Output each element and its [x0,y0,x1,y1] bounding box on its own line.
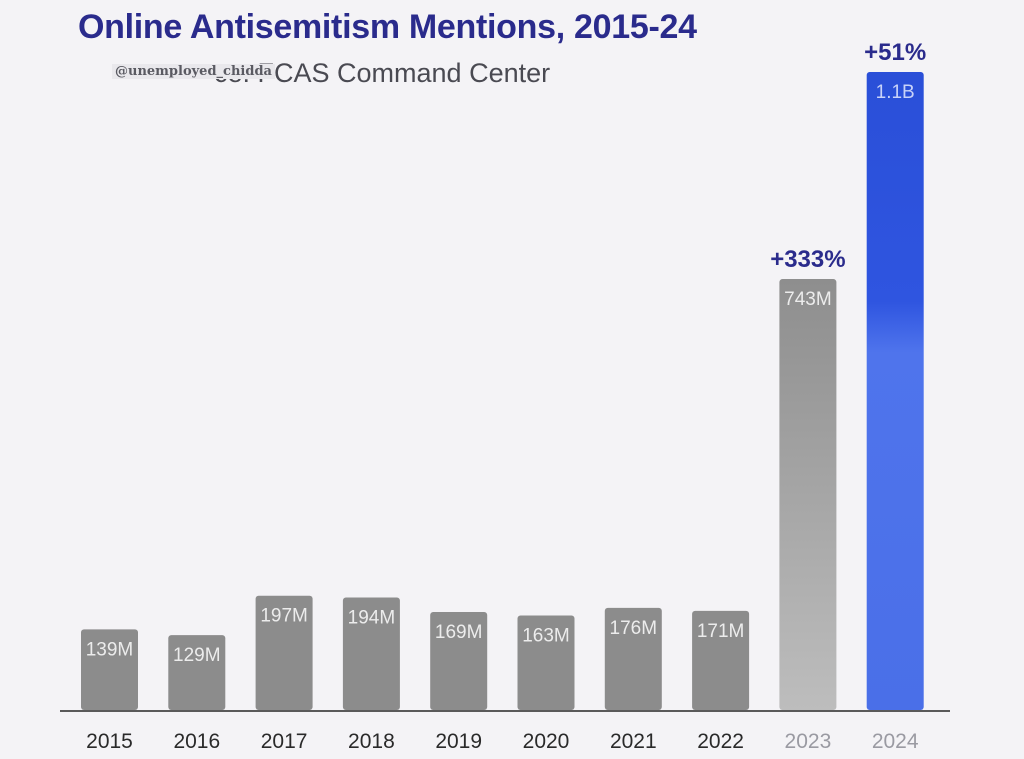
x-tick-label-2016: 2016 [173,730,220,753]
bar-2016 [168,635,226,710]
annotation-2024: +51% [864,39,926,66]
value-label-2018: 194M [348,607,396,628]
value-label-2021: 176M [610,618,658,639]
x-tick-label-2017: 2017 [261,730,308,753]
x-tick-label-2023: 2023 [785,730,832,753]
bar-2018 [342,597,400,710]
value-label-2019: 169M [435,622,483,643]
watermark: @unemployed_chidda [112,64,275,79]
x-tick-label-2018: 2018 [348,730,395,753]
bar-2019 [430,611,488,710]
bar-2015 [81,629,138,710]
value-label-2020: 163M [522,625,570,646]
x-tick-label-2024: 2024 [872,730,919,753]
value-label-2023: 743M [784,289,832,310]
bar-2017 [255,595,313,710]
x-tick-label-2021: 2021 [610,730,657,753]
value-label-2016: 129M [173,645,221,666]
bar-2020 [517,615,575,710]
bar-2021 [604,607,662,710]
annotation-2023: +333% [770,246,845,273]
value-label-2015: 139M [86,639,134,660]
value-label-2017: 197M [260,606,308,627]
x-tick-label-2020: 2020 [523,730,570,753]
value-label-2022: 171M [697,621,745,642]
x-tick-label-2015: 2015 [86,730,133,753]
value-label-2024: 1.1B [876,82,915,103]
bar-2024 [866,72,924,710]
x-tick-label-2022: 2022 [697,730,744,753]
bar-2022 [692,610,750,710]
bar-2023 [779,279,837,710]
x-tick-label-2019: 2019 [435,730,482,753]
chart-title: Online Antisemitism Mentions, 2015-24 [78,8,697,46]
